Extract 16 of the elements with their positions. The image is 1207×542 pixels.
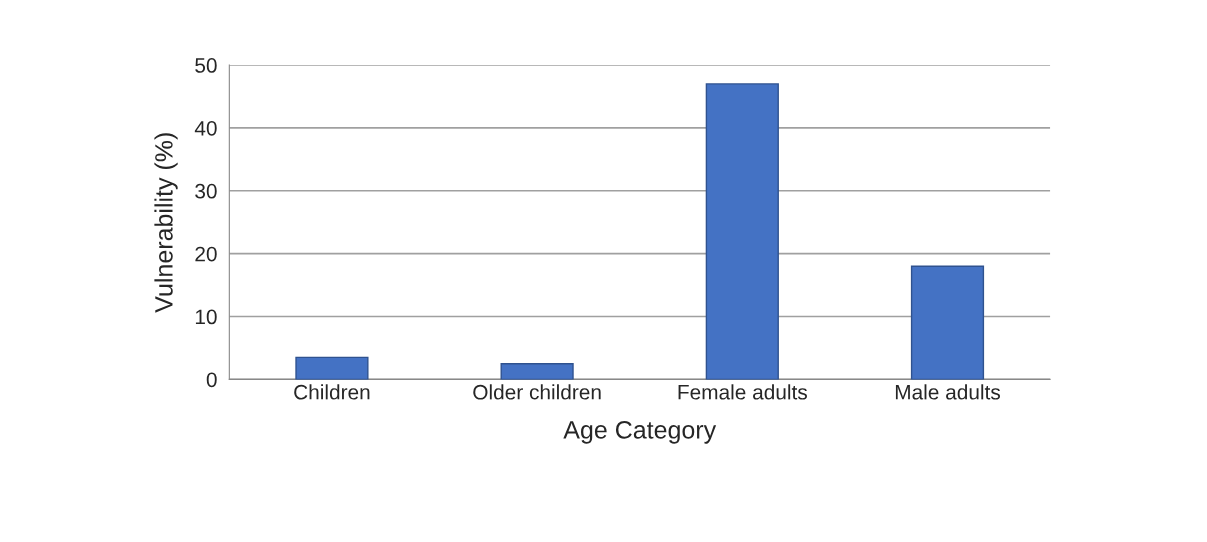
- x-tick-label: Male adults: [895, 384, 1001, 400]
- x-tick-label: Children: [294, 384, 370, 400]
- y-tick-label: 30: [195, 183, 217, 199]
- bar: [295, 356, 369, 380]
- y-tick-label: 50: [195, 58, 217, 73]
- bar: [500, 362, 574, 380]
- x-tick-label: Female adults: [678, 384, 807, 400]
- y-tick-label: 20: [195, 246, 217, 262]
- y-axis-title: Vulnerability (%): [154, 133, 178, 313]
- x-axis-title: Age Category: [563, 421, 717, 444]
- bar: [910, 265, 985, 380]
- y-tick-label: 0: [206, 372, 217, 388]
- y-tick-label: 10: [195, 309, 217, 325]
- bar: [705, 83, 779, 380]
- y-tick-label: 40: [194, 120, 217, 136]
- x-tick-label: Older children: [473, 384, 601, 400]
